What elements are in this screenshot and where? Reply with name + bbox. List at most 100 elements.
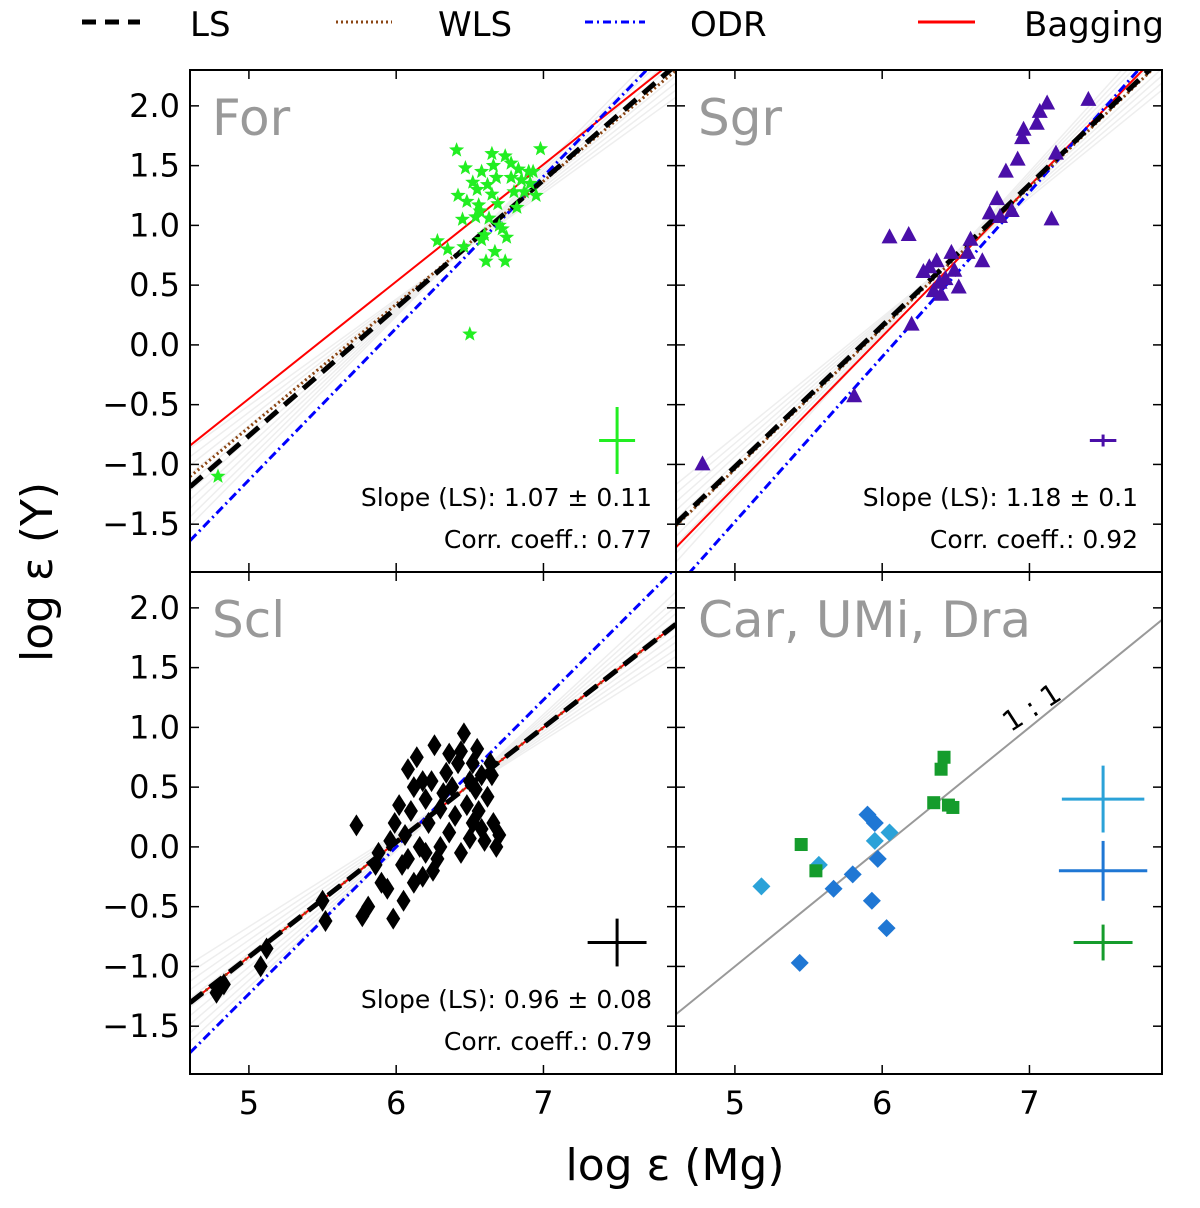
data-point xyxy=(349,814,364,837)
legend-wls-label: WLS xyxy=(438,5,512,45)
data-point-umi xyxy=(865,814,884,832)
data-point xyxy=(453,841,468,864)
data-point xyxy=(210,468,226,483)
data-point xyxy=(510,161,526,176)
data-point xyxy=(989,190,1006,206)
data-point xyxy=(1031,102,1048,118)
data-point-umi xyxy=(862,891,881,910)
slope-annotation: Slope (LS): 1.18 ± 0.1 xyxy=(863,483,1138,512)
error-bar-umi xyxy=(1058,840,1148,901)
y-tick-label: 2.0 xyxy=(129,589,180,627)
error-bar xyxy=(599,407,636,474)
data-point-umi xyxy=(868,849,887,868)
data-point xyxy=(427,734,442,757)
data-point xyxy=(371,841,386,864)
data-point xyxy=(1028,114,1045,130)
data-point xyxy=(478,253,494,268)
data-point xyxy=(903,315,920,331)
data-point xyxy=(426,859,440,882)
y-tick-label: 0.0 xyxy=(129,828,180,866)
error-bar xyxy=(587,918,647,967)
error-bar-dra xyxy=(1073,924,1133,961)
data-point xyxy=(1039,94,1056,110)
data-point xyxy=(488,169,504,184)
data-point xyxy=(992,208,1008,224)
plot-area xyxy=(676,619,1162,1016)
data-point xyxy=(532,140,549,156)
y-tick-label: 1.5 xyxy=(129,147,180,185)
data-point xyxy=(900,225,917,241)
plot-area xyxy=(190,70,676,542)
data-point xyxy=(522,175,538,190)
panel-title: For xyxy=(212,89,291,147)
panel-frame xyxy=(675,571,1163,1075)
x-tick-label: 5 xyxy=(725,1084,745,1122)
data-point xyxy=(392,794,407,817)
data-point xyxy=(937,270,954,286)
data-point-car xyxy=(865,831,884,850)
y-tick-label: 0.5 xyxy=(129,768,180,806)
panel-4: 1 : 1 5 6 7 Car, UMi, Dra xyxy=(675,571,1163,1122)
plot-area xyxy=(190,572,676,1054)
data-point xyxy=(429,232,445,248)
data-point xyxy=(481,210,497,225)
data-point xyxy=(424,770,439,793)
data-point xyxy=(400,847,415,870)
data-point xyxy=(216,973,231,996)
data-point xyxy=(456,722,471,745)
data-point xyxy=(974,252,991,268)
data-point-umi xyxy=(843,865,862,884)
y-tick-label: −1.5 xyxy=(102,505,180,543)
data-point xyxy=(253,955,268,978)
data-point xyxy=(445,776,460,799)
data-point xyxy=(946,261,963,277)
data-point xyxy=(459,193,475,208)
data-point xyxy=(1014,129,1031,145)
one-to-one-label: 1 : 1 xyxy=(996,676,1067,738)
data-point xyxy=(462,326,478,341)
data-point xyxy=(474,163,490,179)
legend: LS WLS ODR Bagging xyxy=(82,5,1164,45)
data-point xyxy=(469,181,485,196)
y-tick-label: 1.0 xyxy=(129,708,180,746)
data-point xyxy=(468,778,483,801)
data-point xyxy=(525,163,541,179)
fit-line-ls xyxy=(676,70,1153,526)
data-point xyxy=(1043,210,1060,226)
data-point xyxy=(400,758,415,781)
x-tick-label: 5 xyxy=(239,1084,259,1122)
data-point xyxy=(315,889,330,912)
y-tick-label: 0.0 xyxy=(129,326,180,364)
data-point xyxy=(318,910,333,933)
fit-line-bagging xyxy=(190,70,664,447)
x-tick-label: 6 xyxy=(386,1084,406,1122)
data-point xyxy=(449,142,465,157)
y-tick-label: −1.5 xyxy=(102,1007,180,1045)
data-point xyxy=(440,241,456,256)
y-tick-label: 1.5 xyxy=(129,649,180,687)
data-point-umi xyxy=(790,953,809,972)
bootstrap-line xyxy=(190,591,676,1043)
data-point xyxy=(506,183,522,199)
data-point xyxy=(386,907,401,930)
data-point-dra xyxy=(934,762,948,776)
data-point xyxy=(1047,144,1064,160)
data-point xyxy=(1003,202,1020,218)
data-point xyxy=(398,823,413,846)
bootstrap-line xyxy=(190,70,641,527)
data-point xyxy=(928,252,945,268)
y-tick-label: −0.5 xyxy=(102,888,180,926)
y-tick-label: −0.5 xyxy=(102,386,180,424)
data-point xyxy=(380,877,395,900)
x-tick-label: 7 xyxy=(1019,1084,1039,1122)
one-to-one-line xyxy=(676,619,1162,1016)
fit-line-ls xyxy=(190,70,674,489)
corr-annotation: Corr. coeff.: 0.79 xyxy=(444,1027,652,1056)
data-point xyxy=(694,455,711,471)
data-point xyxy=(406,871,421,894)
data-point xyxy=(442,742,457,765)
x-tick-label: 7 xyxy=(533,1084,553,1122)
data-point xyxy=(1015,120,1032,136)
data-point xyxy=(448,804,463,827)
